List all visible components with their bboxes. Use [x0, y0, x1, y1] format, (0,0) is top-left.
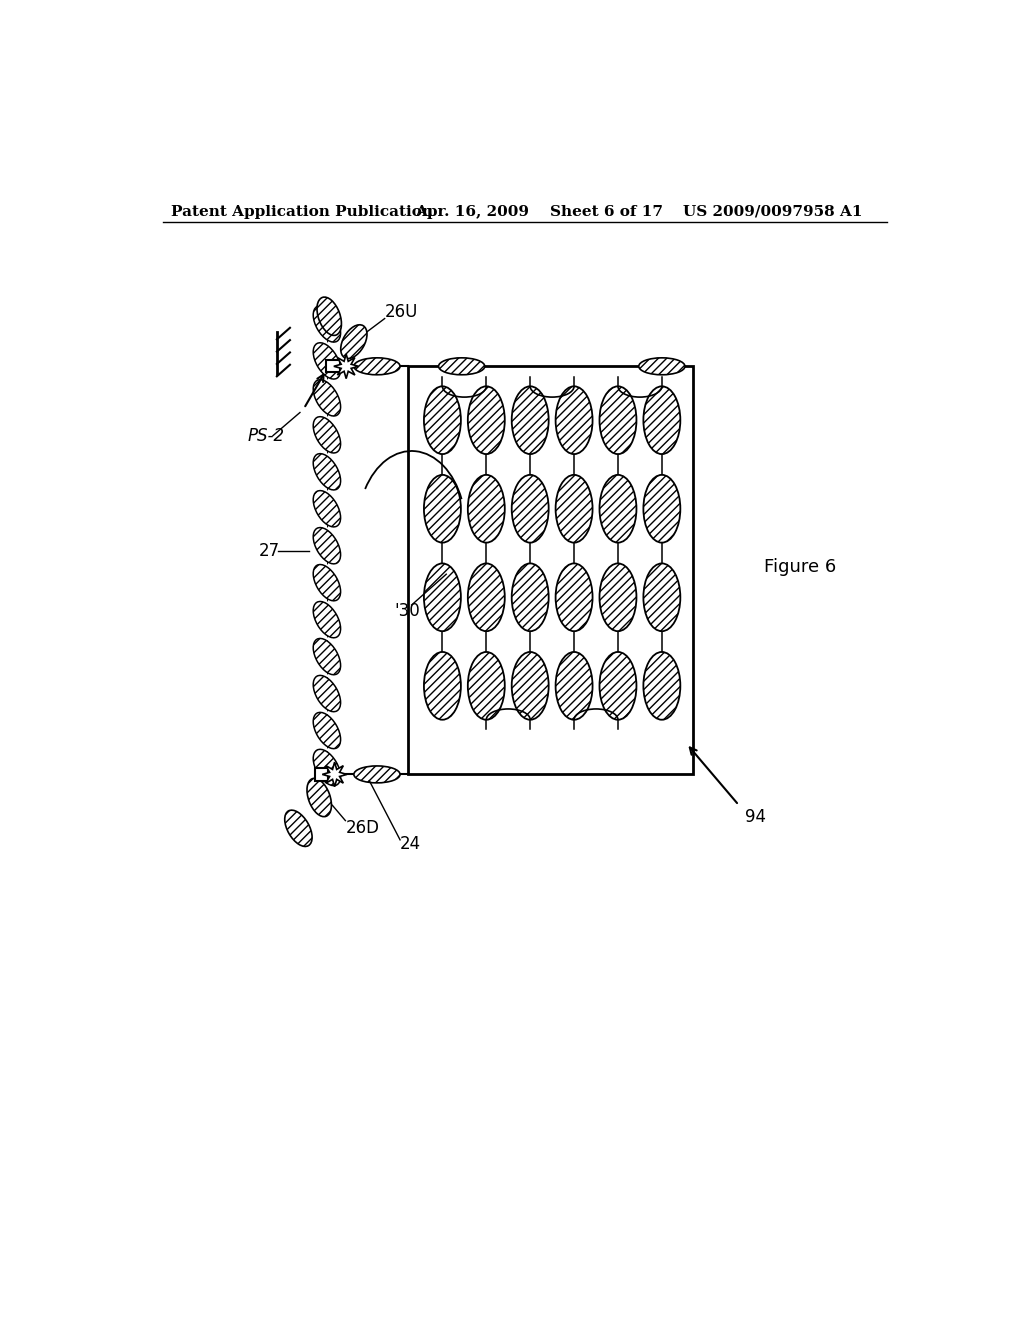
- Ellipse shape: [512, 387, 549, 454]
- Ellipse shape: [313, 639, 341, 675]
- Polygon shape: [334, 354, 358, 379]
- Ellipse shape: [468, 652, 505, 719]
- Ellipse shape: [313, 750, 341, 785]
- Text: 26U: 26U: [385, 304, 418, 321]
- Text: 27: 27: [259, 543, 281, 560]
- Ellipse shape: [512, 564, 549, 631]
- Text: '30: '30: [394, 602, 420, 620]
- Ellipse shape: [468, 387, 505, 454]
- Ellipse shape: [556, 564, 593, 631]
- Ellipse shape: [639, 358, 685, 375]
- Ellipse shape: [313, 454, 341, 490]
- Ellipse shape: [317, 297, 341, 335]
- Ellipse shape: [599, 564, 637, 631]
- Ellipse shape: [313, 602, 341, 638]
- Ellipse shape: [599, 652, 637, 719]
- Ellipse shape: [313, 380, 341, 416]
- Text: 94: 94: [745, 808, 766, 826]
- Ellipse shape: [313, 565, 341, 601]
- Text: Apr. 16, 2009: Apr. 16, 2009: [416, 205, 529, 219]
- Ellipse shape: [599, 475, 637, 543]
- Ellipse shape: [313, 343, 341, 379]
- Text: Sheet 6 of 17: Sheet 6 of 17: [550, 205, 664, 219]
- Ellipse shape: [424, 387, 461, 454]
- Ellipse shape: [307, 779, 332, 817]
- Bar: [314, 768, 329, 780]
- Text: Patent Application Publication: Patent Application Publication: [171, 205, 432, 219]
- Ellipse shape: [354, 358, 400, 375]
- Ellipse shape: [285, 810, 312, 846]
- Ellipse shape: [313, 528, 341, 564]
- Ellipse shape: [599, 387, 637, 454]
- Ellipse shape: [424, 564, 461, 631]
- Ellipse shape: [313, 491, 341, 527]
- Bar: [408, 367, 692, 775]
- Ellipse shape: [556, 475, 593, 543]
- Ellipse shape: [424, 652, 461, 719]
- Text: 24: 24: [400, 834, 421, 853]
- Text: 26D: 26D: [346, 820, 380, 837]
- Ellipse shape: [313, 306, 341, 342]
- Text: US 2009/0097958 A1: US 2009/0097958 A1: [683, 205, 863, 219]
- Ellipse shape: [468, 475, 505, 543]
- Ellipse shape: [341, 325, 367, 359]
- Ellipse shape: [512, 475, 549, 543]
- Text: PS-2: PS-2: [248, 426, 285, 445]
- Ellipse shape: [556, 387, 593, 454]
- Ellipse shape: [468, 564, 505, 631]
- Ellipse shape: [556, 652, 593, 719]
- Ellipse shape: [643, 564, 680, 631]
- Text: Figure 6: Figure 6: [764, 557, 837, 576]
- Ellipse shape: [643, 387, 680, 454]
- Bar: [326, 360, 340, 372]
- Ellipse shape: [643, 475, 680, 543]
- Ellipse shape: [438, 358, 484, 375]
- Polygon shape: [323, 762, 347, 787]
- Ellipse shape: [313, 417, 341, 453]
- Ellipse shape: [354, 766, 400, 783]
- Ellipse shape: [313, 713, 341, 748]
- Ellipse shape: [643, 652, 680, 719]
- Ellipse shape: [512, 652, 549, 719]
- Ellipse shape: [424, 475, 461, 543]
- Ellipse shape: [313, 676, 341, 711]
